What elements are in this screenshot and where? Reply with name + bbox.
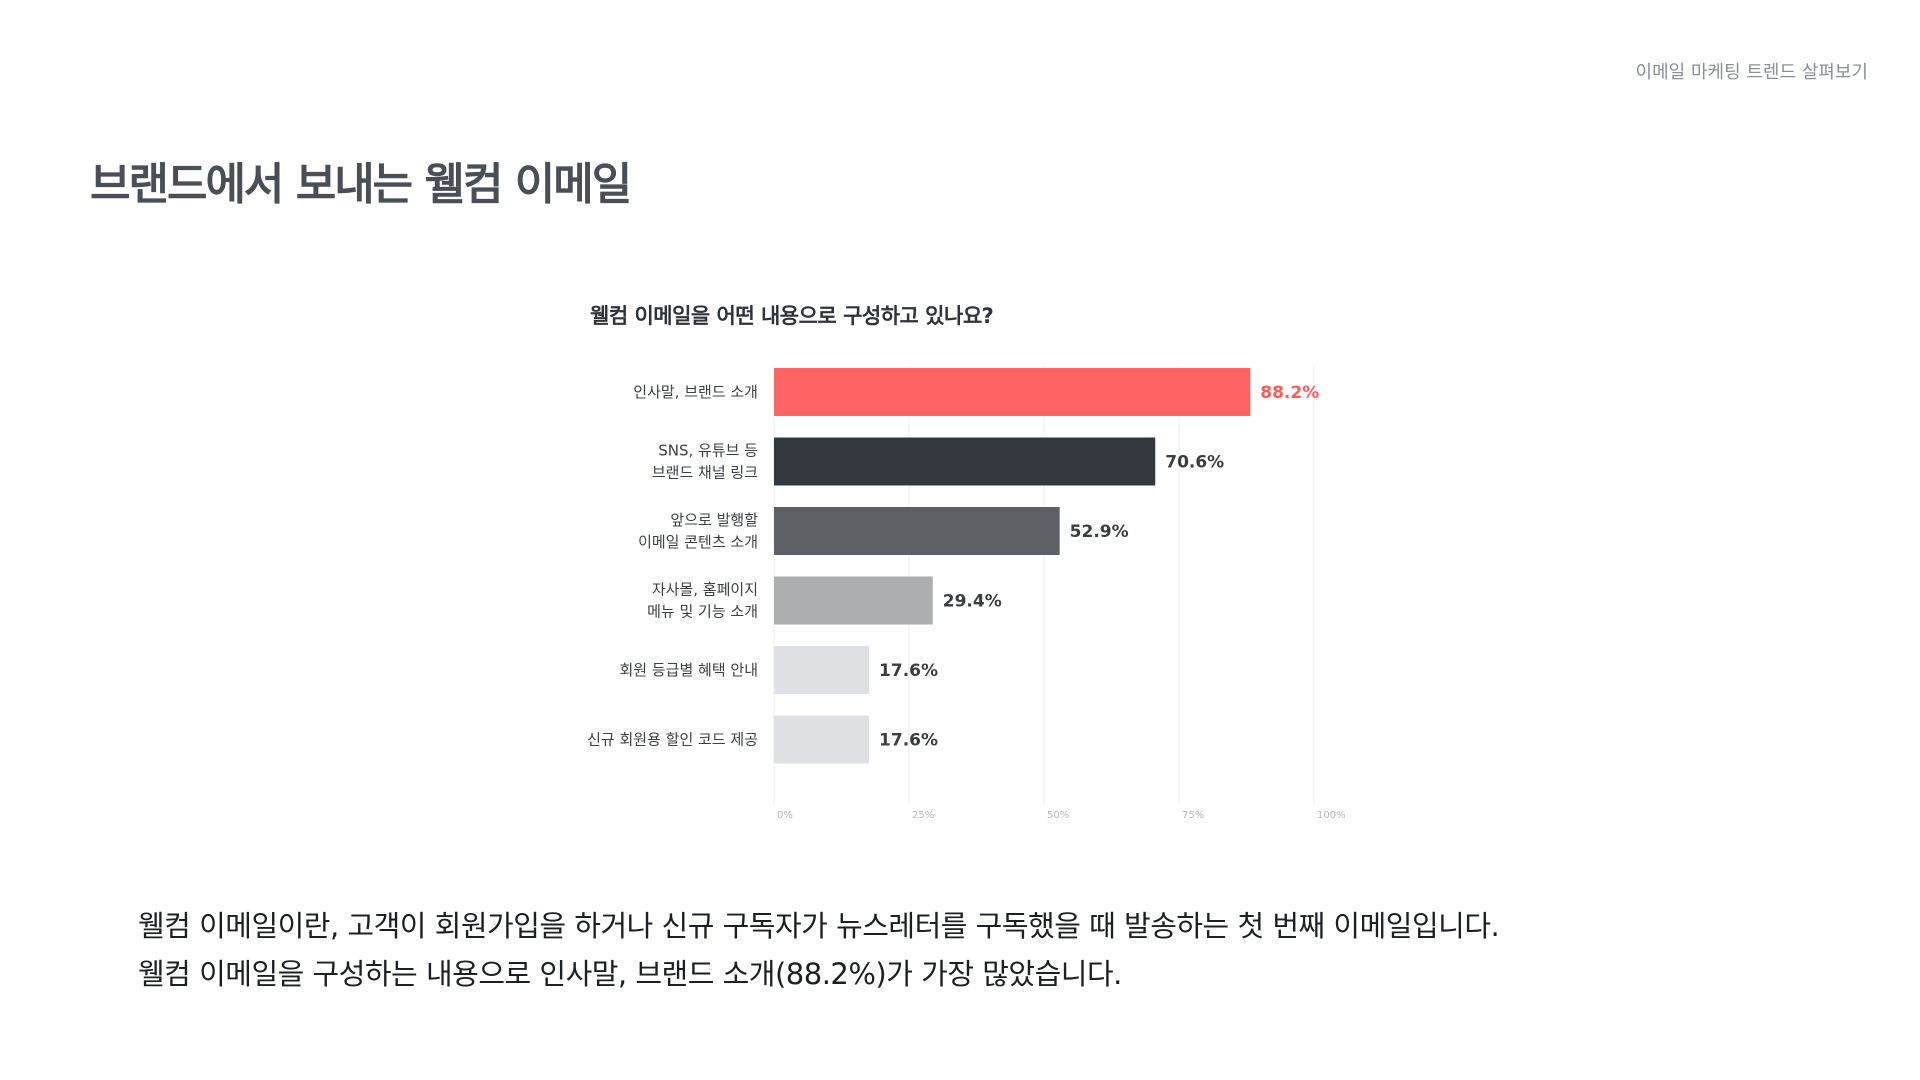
data-label: 52.9% [1070, 522, 1129, 542]
category-label: 신규 회원용 할인 코드 제공 [587, 731, 758, 749]
category-label: 메뉴 및 기능 소개 [647, 603, 758, 621]
caption: 웰컴 이메일이란, 고객이 회원가입을 하거나 신규 구독자가 뉴스레터를 구독… [138, 902, 1500, 998]
bar [774, 715, 870, 764]
bar [774, 576, 933, 625]
category-label: 이메일 콘텐츠 소개 [638, 533, 758, 551]
category-label: SNS, 유튜브 등 [658, 442, 758, 460]
bar [774, 437, 1156, 486]
x-tick-label: 50% [1047, 810, 1069, 821]
data-label: 88.2% [1260, 383, 1319, 403]
x-tick-label: 0% [777, 810, 793, 821]
category-label: 자사몰, 홈페이지 [652, 581, 758, 599]
x-tick-label: 100% [1317, 810, 1346, 821]
category-label: 앞으로 발행할 [670, 511, 758, 529]
data-label: 17.6% [879, 731, 938, 751]
caption-line-2: 웰컴 이메일을 구성하는 내용으로 인사말, 브랜드 소개(88.2%)가 가장… [138, 957, 1122, 991]
data-label: 17.6% [879, 661, 938, 681]
category-label: 인사말, 브랜드 소개 [633, 383, 758, 401]
x-tick-label: 75% [1182, 810, 1204, 821]
category-label: 브랜드 채널 링크 [652, 464, 758, 482]
chart-title: 웰컴 이메일을 어떤 내용으로 구성하고 있나요? [590, 304, 994, 328]
bar-chart: 0% 25% 50% 75% 100% 88.2% 인사말, 브랜드 소개 70.6% SNS,… [587, 366, 1346, 821]
header-tag: 이메일 마케팅 트렌드 살펴보기 [1635, 62, 1868, 83]
bar [774, 368, 1251, 416]
bar [774, 646, 870, 694]
data-label: 29.4% [943, 592, 1002, 612]
x-tick-label: 25% [912, 810, 934, 821]
chart-container: 웰컴 이메일을 어떤 내용으로 구성하고 있나요? 0% 25% 50% 75% 100… [560, 290, 1360, 830]
data-label: 70.6% [1165, 453, 1224, 473]
category-label: 회원 등급별 혜택 안내 [619, 661, 758, 679]
bar [774, 507, 1060, 555]
page-title: 브랜드에서 보내는 웰컴 이메일 [90, 159, 632, 210]
caption-line-1: 웰컴 이메일이란, 고객이 회원가입을 하거나 신규 구독자가 뉴스레터를 구독… [138, 909, 1500, 943]
